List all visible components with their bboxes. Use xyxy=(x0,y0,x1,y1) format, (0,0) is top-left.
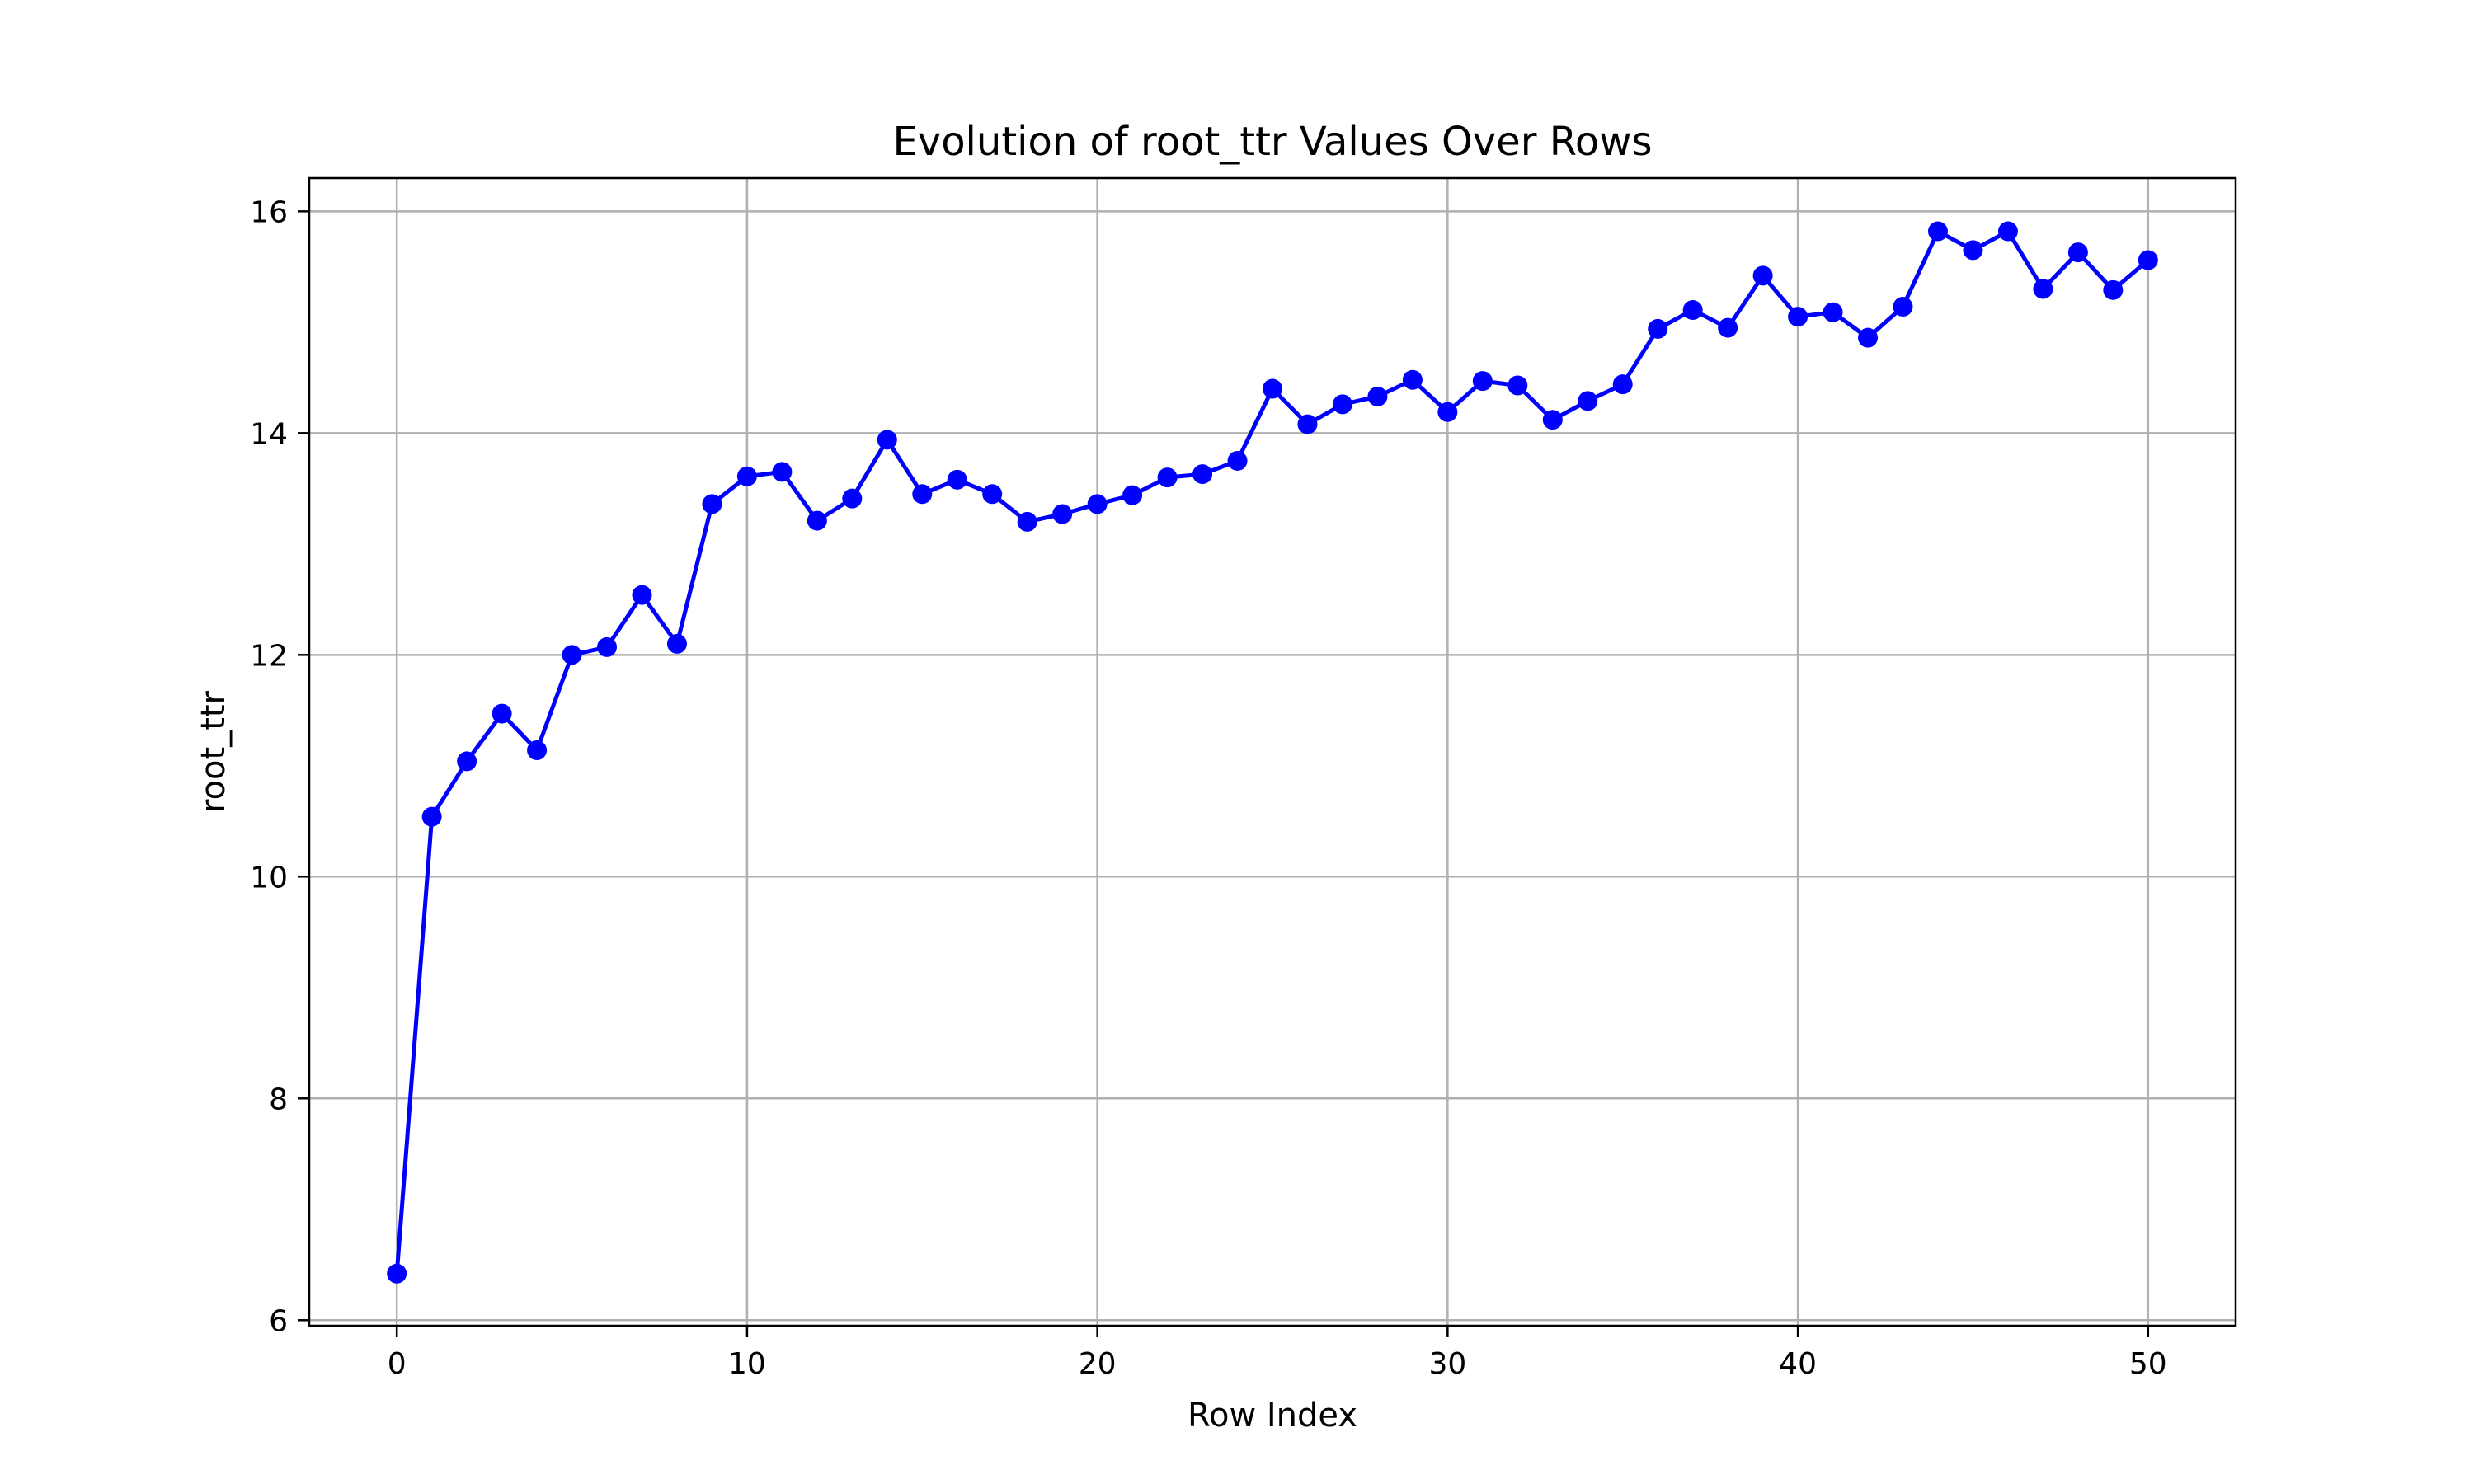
data-point xyxy=(2103,279,2124,300)
y-tick-label: 6 xyxy=(269,1304,288,1338)
y-axis-label: root_ttr xyxy=(195,690,233,813)
y-tick-label: 10 xyxy=(250,861,288,895)
data-point xyxy=(1927,221,1948,242)
axis-ticks: 0 10 20 30 40 50 6 8 10 12 14 16 xyxy=(250,195,2167,1381)
data-point xyxy=(1263,378,1282,399)
data-point xyxy=(947,469,967,490)
data-point xyxy=(1752,265,1773,286)
data-point xyxy=(2067,242,2088,263)
x-tick-label: 10 xyxy=(728,1347,766,1381)
data-point xyxy=(666,633,687,654)
x-tick-label: 30 xyxy=(1428,1347,1466,1381)
x-axis-label: Row Index xyxy=(1188,1397,1357,1435)
chart-title: Evolution of root_ttr Values Over Rows xyxy=(892,119,1652,165)
data-point xyxy=(877,430,897,450)
x-tick-label: 50 xyxy=(2129,1347,2167,1381)
y-tick-label: 14 xyxy=(250,417,288,451)
x-tick-label: 40 xyxy=(1779,1347,1817,1381)
data-point xyxy=(1823,302,1843,322)
data-point xyxy=(387,1263,407,1284)
data-point xyxy=(597,636,618,657)
data-point xyxy=(1157,467,1178,488)
data-point xyxy=(1227,450,1248,471)
data-point xyxy=(562,645,582,665)
data-point xyxy=(807,510,827,531)
data-point xyxy=(2033,279,2053,299)
data-point xyxy=(1612,374,1633,395)
data-point xyxy=(1122,485,1143,505)
data-point xyxy=(1402,369,1423,390)
data-point xyxy=(1997,221,2018,242)
data-point xyxy=(702,494,722,514)
data-point xyxy=(1437,402,1458,422)
data-point xyxy=(1858,327,1879,348)
data-point xyxy=(1682,300,1703,321)
x-tick-label: 0 xyxy=(388,1347,407,1381)
data-point xyxy=(736,466,757,486)
data-point xyxy=(492,703,512,724)
data-point xyxy=(1648,318,1668,339)
data-point xyxy=(772,462,793,482)
data-point xyxy=(1507,375,1528,396)
data-point xyxy=(1788,307,1808,327)
data-point xyxy=(421,806,442,827)
data-point xyxy=(2138,250,2158,270)
series-layer xyxy=(387,221,2158,1284)
grid-lines xyxy=(309,178,2236,1326)
data-point xyxy=(1367,386,1388,406)
data-point xyxy=(1087,494,1108,514)
y-tick-label: 16 xyxy=(250,195,288,229)
data-point xyxy=(912,484,933,505)
data-point xyxy=(457,751,477,772)
data-point xyxy=(1893,297,1913,317)
y-tick-label: 12 xyxy=(250,639,288,673)
x-tick-label: 20 xyxy=(1079,1347,1117,1381)
data-point xyxy=(982,484,1003,505)
data-point xyxy=(1963,240,1983,261)
data-point xyxy=(527,740,548,760)
y-tick-label: 8 xyxy=(269,1082,288,1116)
data-point xyxy=(1332,394,1352,415)
plot-frame xyxy=(308,176,2237,1327)
data-point xyxy=(1472,371,1493,392)
data-point xyxy=(1542,410,1563,430)
data-point xyxy=(1718,317,1738,338)
data-point xyxy=(842,488,863,509)
data-point xyxy=(1017,511,1037,532)
data-point xyxy=(632,585,652,605)
data-point xyxy=(1578,391,1598,411)
data-point xyxy=(1192,464,1213,485)
data-point xyxy=(1297,414,1318,434)
data-point xyxy=(1052,504,1073,524)
